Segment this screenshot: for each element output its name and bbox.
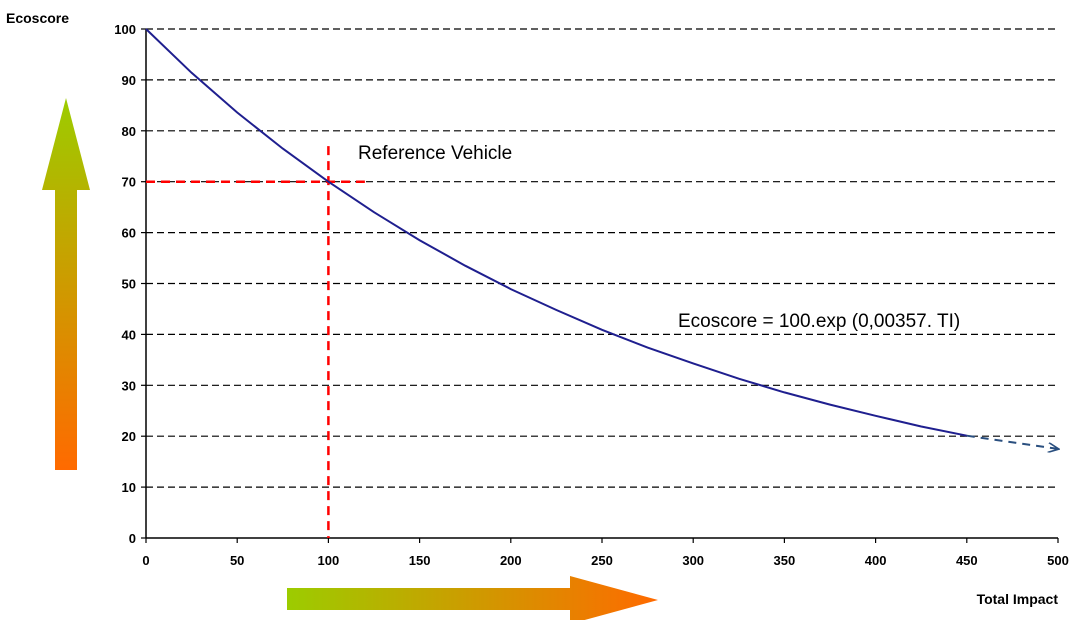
y-tick-label-60: 60	[122, 226, 136, 241]
x-tick-label-0: 0	[142, 553, 149, 568]
x-tick-label-400: 400	[865, 553, 887, 568]
series-group	[145, 28, 1058, 449]
x-tick-label-250: 250	[591, 553, 613, 568]
y-tick-label-20: 20	[122, 429, 136, 444]
gridlines	[146, 28, 1058, 488]
y-tick-label-90: 90	[122, 73, 136, 88]
y-tick-label-100: 100	[114, 22, 136, 37]
x-tick-label-500: 500	[1047, 553, 1069, 568]
x-tick-labels: 0 50 100 150 200 250 300 350 400 450 500	[142, 553, 1068, 568]
reference-lines	[146, 146, 365, 538]
x-tick-label-100: 100	[318, 553, 340, 568]
y-tick-label-0: 0	[129, 531, 136, 546]
y-tick-label-10: 10	[122, 480, 136, 495]
up-gradient-arrow	[42, 98, 90, 470]
axes	[141, 28, 1059, 543]
x-tick-label-300: 300	[682, 553, 704, 568]
right-gradient-arrow	[287, 576, 658, 620]
ecoscore-curve	[145, 28, 967, 437]
y-tick-label-80: 80	[122, 124, 136, 139]
y-tick-label-50: 50	[122, 277, 136, 292]
reference-vehicle-label: Reference Vehicle	[358, 143, 512, 164]
x-tick-label-350: 350	[774, 553, 796, 568]
x-tick-label-50: 50	[230, 553, 244, 568]
x-axis-title: Total Impact	[977, 591, 1059, 607]
y-tick-label-40: 40	[122, 327, 136, 342]
equation-annotation: Ecoscore = 100.exp (0,00357. TI)	[678, 311, 960, 332]
curve-extension-arrow	[966, 434, 1058, 449]
y-axis-title: Ecoscore	[6, 10, 69, 26]
y-tick-label-30: 30	[122, 378, 136, 393]
y-tick-label-70: 70	[122, 175, 136, 190]
x-tick-label-450: 450	[956, 553, 978, 568]
x-tick-label-150: 150	[409, 553, 431, 568]
x-tick-label-200: 200	[500, 553, 522, 568]
y-tick-labels: 0 10 20 30 40 50 60 70 80 90 100	[114, 22, 136, 546]
